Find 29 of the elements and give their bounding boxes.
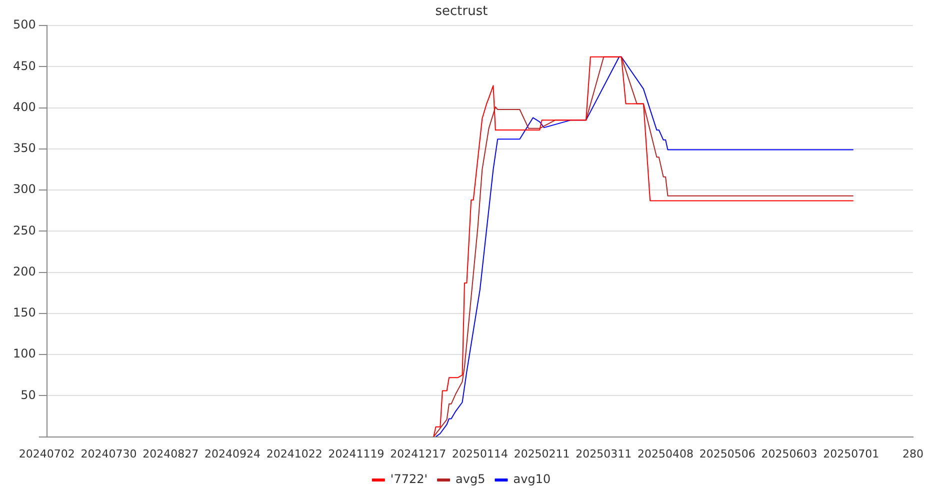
chart-title: sectrust <box>435 4 488 20</box>
legend-label: avg5 <box>456 472 486 486</box>
y-tick-label: 100 <box>13 346 36 361</box>
x-tick-label: 20250506 <box>699 447 756 460</box>
legend-label: avg10 <box>513 472 551 486</box>
y-tick-label: 300 <box>13 182 36 196</box>
x-tick-label: 20240702 <box>18 447 75 460</box>
y-tick-label: 400 <box>13 100 36 114</box>
y-tick-label: 500 <box>13 18 36 32</box>
x-tick-label: 20241217 <box>390 447 446 460</box>
x-tick-label: 20241119 <box>328 447 384 460</box>
y-tick-label: 50 <box>20 388 36 402</box>
legend-label: '7722' <box>390 472 428 486</box>
y-tick-label: 350 <box>13 141 36 156</box>
x-tick-label: 20240827 <box>142 447 199 460</box>
x-tick-label: 20250701 <box>823 447 880 460</box>
x-tick-label: 20250311 <box>576 447 632 460</box>
y-tick-label: 150 <box>13 306 36 320</box>
x-tick-label: 280 <box>902 447 924 460</box>
x-tick-label: 20241022 <box>266 447 322 460</box>
y-tick-label: 450 <box>13 58 36 73</box>
x-tick-label: 20250114 <box>452 447 508 460</box>
x-tick-label: 20240924 <box>204 447 260 460</box>
y-tick-label: 250 <box>13 223 36 238</box>
x-tick-label: 20250211 <box>514 447 570 460</box>
x-tick-label: 20240730 <box>80 447 137 460</box>
x-tick-label: 20250408 <box>638 447 694 460</box>
x-tick-label: 20250603 <box>761 447 818 460</box>
y-tick-label: 200 <box>13 264 36 278</box>
